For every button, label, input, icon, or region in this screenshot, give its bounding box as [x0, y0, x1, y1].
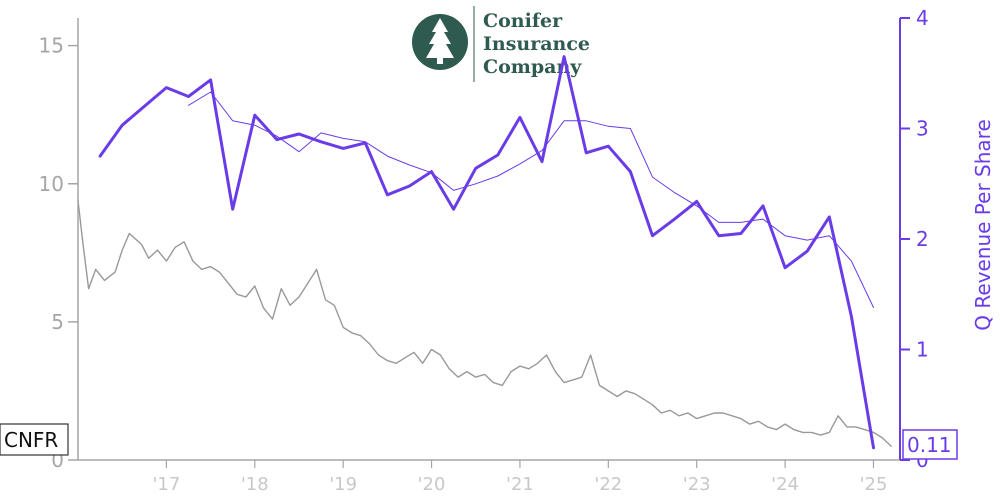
ticker-label: CNFR	[4, 428, 58, 452]
right-tick-label: 1	[916, 338, 929, 362]
logo-line-1: Conifer	[483, 10, 563, 32]
right-tick-label: 3	[916, 117, 929, 141]
series-line-1	[98, 55, 875, 450]
last-value-label: 0.11	[907, 433, 952, 457]
x-tick-label: '18	[241, 474, 269, 495]
logo-line-2: Insurance	[483, 33, 590, 55]
x-tick-label: '20	[418, 474, 446, 495]
right-tick-label: 4	[916, 6, 929, 30]
ticker-box: CNFR	[0, 423, 69, 456]
series-line-0	[77, 199, 892, 447]
x-tick-label: '22	[594, 474, 622, 495]
x-tick-label: '25	[860, 474, 888, 495]
right-axis-label: Q Revenue Per Share	[971, 119, 995, 331]
right-tick-label: 2	[916, 227, 929, 251]
plot-area	[77, 55, 892, 450]
x-tick-label: '21	[506, 474, 534, 495]
last-value-box: 0.11	[902, 429, 958, 460]
last-value-box-frame	[902, 429, 958, 460]
logo-tree-icon	[426, 18, 454, 64]
x-tick-label: '24	[771, 474, 799, 495]
left-tick-label: 15	[39, 34, 64, 58]
x-tick-label: '19	[329, 474, 357, 495]
right-axis-title: Q Revenue Per Share	[971, 119, 995, 331]
x-tick-label: '17	[152, 474, 180, 495]
logo-line-3: Company	[483, 56, 582, 78]
ticker-box-frame	[0, 423, 69, 456]
logo: Conifer Insurance Company	[412, 6, 590, 82]
x-tick-label: '23	[683, 474, 711, 495]
left-tick-label: 5	[51, 310, 64, 334]
left-tick-label: 10	[39, 172, 64, 196]
series-line-2	[188, 91, 874, 308]
